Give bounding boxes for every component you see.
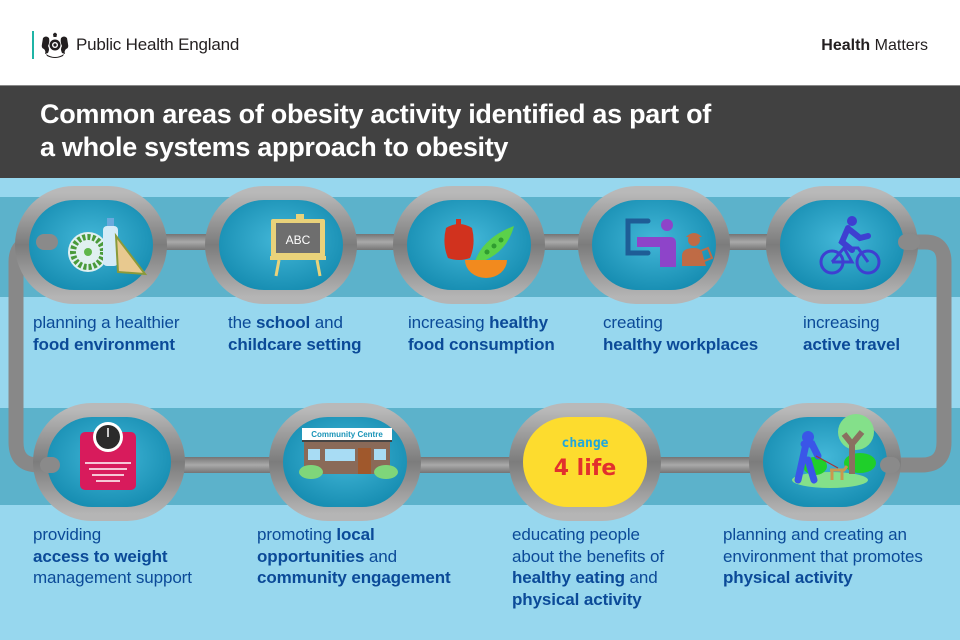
caption-text: active travel (803, 334, 900, 354)
caption-weight-management: providing access to weight management supp… (33, 524, 192, 589)
caption-text: about the benefits of (512, 546, 664, 566)
caption-text: increasing (803, 313, 880, 332)
caption-text: healthy workplaces (603, 334, 759, 354)
change4life-line2: 4 life (554, 456, 617, 481)
caption-text: food consumption (408, 334, 555, 354)
cyclist-icon (819, 216, 881, 275)
caption-text: healthy (489, 313, 548, 332)
school-blackboard-icon: ABC (270, 214, 326, 277)
page-title: Common areas of obesity activity identif… (40, 98, 880, 164)
header: Public Health England Health Matters (0, 0, 960, 85)
title-bar: Common areas of obesity activity identif… (0, 85, 960, 178)
caption-text: school (255, 313, 311, 332)
right-chain-loop (877, 234, 952, 473)
workplace-icon (625, 218, 714, 267)
caption-healthy-food-consumption: increasing healthy food consumption (408, 312, 555, 355)
caption-text: planning and creating an (723, 525, 907, 544)
caption-food-environment: planning a healthier food environment (33, 312, 180, 355)
caption-text: creating (603, 313, 663, 332)
fruit-vegetables-icon (444, 219, 514, 278)
caption-school-childcare: the school and childcare setting (228, 312, 362, 355)
blackboard-text: ABC (286, 233, 311, 247)
community-centre-icon: Community Centre (299, 428, 398, 479)
health-matters-brand: Health Matters (821, 37, 928, 55)
caption-text: community engagement (257, 568, 451, 587)
caption-text: the (228, 313, 256, 332)
change4life-line1: change (562, 436, 609, 451)
caption-text: and (624, 568, 658, 587)
brand-regular: Matters (870, 37, 928, 54)
caption-text: food environment (33, 334, 175, 354)
caption-text: local (336, 525, 375, 544)
title-line-1: Common areas of obesity activity identif… (40, 99, 711, 129)
caption-text: planning a healthier (33, 313, 180, 332)
title-line-2: a whole systems approach to obesity (40, 132, 509, 162)
caption-text: childcare setting (228, 334, 362, 354)
caption-text: physical activity (512, 589, 642, 609)
weighing-scale-icon (80, 422, 136, 490)
change4life-logo-icon: change 4 life (554, 436, 617, 481)
caption-text: healthy eating (512, 568, 625, 587)
caption-text: providing (33, 525, 102, 544)
healthy-food-icon (68, 218, 148, 276)
caption-text: access to weight (33, 546, 168, 566)
caption-active-travel: increasing active travel (803, 312, 900, 355)
logo-accent-bar (32, 31, 34, 59)
caption-text: and (310, 313, 343, 332)
phe-logo: Public Health England (32, 31, 239, 59)
caption-text: physical activity (723, 568, 853, 587)
caption-text: and (364, 546, 397, 566)
org-name: Public Health England (76, 35, 240, 54)
caption-text: educating people (512, 525, 640, 544)
caption-text: promoting (257, 525, 337, 544)
community-centre-sign: Community Centre (311, 430, 383, 439)
caption-community-engagement: promoting local opportunities and communit… (257, 524, 451, 589)
caption-healthy-workplaces: creating healthy workplaces (603, 312, 758, 355)
brand-bold: Health (821, 37, 871, 54)
caption-text: increasing (408, 313, 490, 332)
caption-physical-activity-environment: planning and creating an environment that… (723, 524, 923, 589)
park-dog-walker-icon (792, 414, 876, 488)
chain-connectors-bottom (160, 457, 765, 473)
caption-text: management support (33, 568, 192, 587)
caption-educating-people: educating people about the benefits of hea… (512, 524, 664, 610)
caption-text: environment that promotes (723, 546, 923, 566)
caption-text: opportunities (257, 546, 365, 566)
royal-crest-icon (41, 32, 69, 58)
